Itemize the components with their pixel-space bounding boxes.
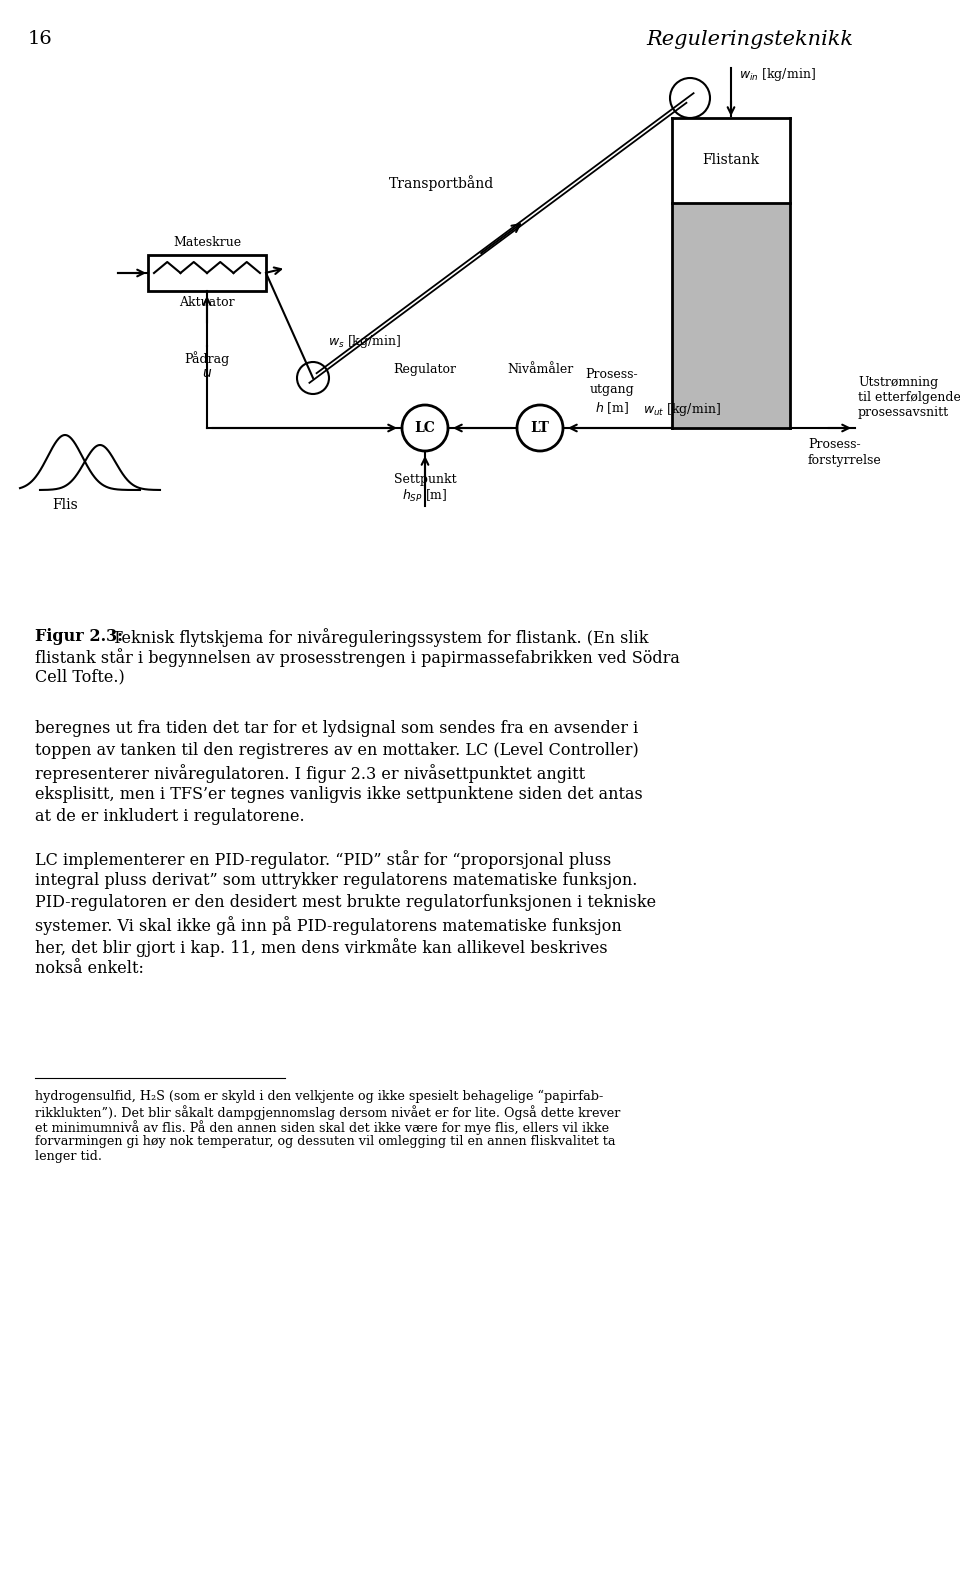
Text: Nivåmåler: Nivåmåler [507, 363, 573, 376]
Text: representerer nivåregulatoren. I figur 2.3 er nivåsettpunktet angitt: representerer nivåregulatoren. I figur 2… [35, 764, 586, 783]
Text: flistank står i begynnelsen av prosesstrengen i papirmassefabrikken ved Södra: flistank står i begynnelsen av prosesstr… [35, 648, 680, 667]
Text: LC: LC [415, 420, 436, 435]
Text: systemer. Vi skal ikke gå inn på PID-regulatorens matematiske funksjon: systemer. Vi skal ikke gå inn på PID-reg… [35, 915, 622, 935]
Text: Mateskrue: Mateskrue [173, 236, 241, 248]
Text: hydrogensulfid, H₂S (som er skyld i den velkjente og ikke spesielt behagelige “p: hydrogensulfid, H₂S (som er skyld i den … [35, 1091, 603, 1103]
Text: Flis: Flis [52, 498, 78, 513]
Text: utgang: utgang [589, 384, 635, 396]
Text: lenger tid.: lenger tid. [35, 1149, 102, 1164]
Circle shape [297, 361, 329, 393]
Text: 16: 16 [28, 30, 53, 48]
Text: integral pluss derivat” som uttrykker regulatorens matematiske funksjon.: integral pluss derivat” som uttrykker re… [35, 872, 637, 888]
Text: LC implementerer en PID-regulator. “PID” står for “proporsjonal pluss: LC implementerer en PID-regulator. “PID”… [35, 850, 612, 869]
Text: her, det blir gjort i kap. 11, men dens virkmåte kan allikevel beskrives: her, det blir gjort i kap. 11, men dens … [35, 938, 608, 957]
Text: Prosess-: Prosess- [586, 368, 638, 380]
Text: $h$ [m]: $h$ [m] [595, 400, 629, 416]
Text: Aktuator: Aktuator [180, 296, 235, 309]
Bar [148, 255, 266, 291]
Text: rikklukten”). Det blir såkalt dampgjennomslag dersom nivået er for lite. Også de: rikklukten”). Det blir såkalt dampgjenno… [35, 1105, 620, 1119]
Text: Pådrag: Pådrag [184, 350, 229, 366]
Text: forstyrrelse: forstyrrelse [808, 454, 881, 466]
Text: Settpunkt: Settpunkt [394, 473, 456, 486]
Circle shape [670, 78, 710, 118]
Text: prosessavsnitt: prosessavsnitt [858, 406, 949, 419]
Circle shape [517, 404, 563, 451]
Text: $h_{SP}$ [m]: $h_{SP}$ [m] [402, 489, 447, 505]
Text: LT: LT [531, 420, 549, 435]
Text: Teknisk flytskjema for nivåreguleringssystem for flistank. (En slik: Teknisk flytskjema for nivåreguleringssy… [107, 627, 649, 646]
Text: $w_s$ [kg/min]: $w_s$ [kg/min] [328, 333, 401, 350]
Text: $w_{ut}$ [kg/min]: $w_{ut}$ [kg/min] [643, 401, 721, 419]
Text: Transportbånd: Transportbånd [389, 175, 494, 191]
Text: $u$: $u$ [202, 366, 212, 380]
Text: toppen av tanken til den registreres av en mottaker. LC (Level Controller): toppen av tanken til den registreres av … [35, 742, 638, 759]
Bar [672, 204, 790, 428]
Text: Prosess-: Prosess- [808, 438, 860, 451]
Text: beregnes ut fra tiden det tar for et lydsignal som sendes fra en avsender i: beregnes ut fra tiden det tar for et lyd… [35, 720, 638, 737]
Text: Flistank: Flistank [703, 153, 759, 167]
Text: eksplisitt, men i TFS’er tegnes vanligvis ikke settpunktene siden det antas: eksplisitt, men i TFS’er tegnes vanligvi… [35, 786, 643, 802]
Text: PID-regulatoren er den desidert mest brukte regulatorfunksjonen i tekniske: PID-regulatoren er den desidert mest bru… [35, 895, 656, 911]
Bar [672, 118, 790, 204]
Text: nokså enkelt:: nokså enkelt: [35, 960, 144, 977]
Text: Reguleringsteknikk: Reguleringsteknikk [646, 30, 853, 49]
Circle shape [402, 404, 448, 451]
Text: et minimumnivå av flis. På den annen siden skal det ikke være for mye flis, elle: et minimumnivå av flis. På den annen sid… [35, 1121, 610, 1135]
Text: Figur 2.3:: Figur 2.3: [35, 627, 123, 645]
Text: Regulator: Regulator [394, 363, 457, 376]
Text: Cell Tofte.): Cell Tofte.) [35, 669, 125, 685]
Text: til etterfølgende: til etterfølgende [858, 392, 960, 404]
Text: $w_{in}$ [kg/min]: $w_{in}$ [kg/min] [739, 65, 816, 83]
Text: at de er inkludert i regulatorene.: at de er inkludert i regulatorene. [35, 809, 304, 825]
Text: Utstrømning: Utstrømning [858, 376, 938, 388]
Text: forvarmingen gi høy nok temperatur, og dessuten vil omlegging til en annen flisk: forvarmingen gi høy nok temperatur, og d… [35, 1135, 615, 1148]
